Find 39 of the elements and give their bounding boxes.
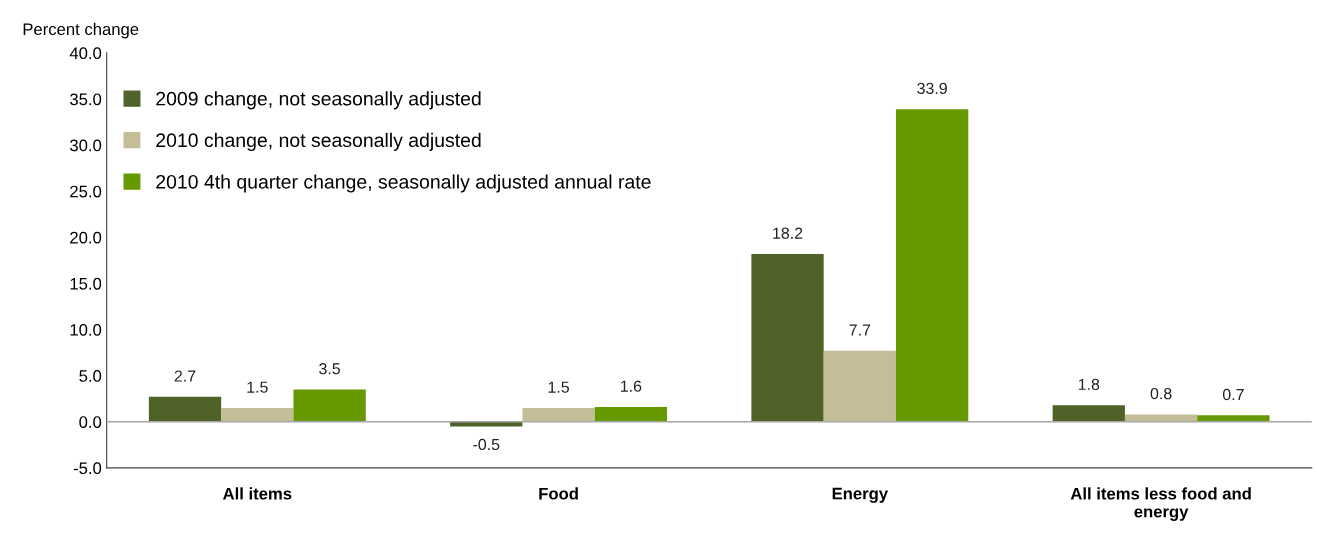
x-tick-label: All items <box>222 487 292 500</box>
y-axis-title: Percent change <box>23 22 139 39</box>
legend-label: 2010 4th quarter change, seasonally adjusted annual rate <box>156 174 651 193</box>
y-tick-label: 0.0 <box>79 416 102 428</box>
y-tick-label: 5.0 <box>79 370 102 382</box>
bar <box>751 253 824 422</box>
data-label: 7.7 <box>849 324 871 336</box>
x-tick-label: Food <box>539 487 578 500</box>
data-label: 33.9 <box>917 82 947 95</box>
bar <box>148 396 222 422</box>
data-label: 1.5 <box>548 381 570 393</box>
data-label: 0.7 <box>1222 388 1244 401</box>
data-label: 1.5 <box>247 381 268 393</box>
data-label: 1.6 <box>620 380 642 392</box>
y-tick-label: 10.0 <box>70 323 102 336</box>
legend-label: 2010 change, not seasonally adjusted <box>156 132 481 151</box>
y-tick-label: 25.0 <box>70 185 102 198</box>
data-label: -0.5 <box>473 438 500 451</box>
x-tick-label: Energy <box>832 487 888 503</box>
y-tick-label: -5.0 <box>73 462 102 475</box>
data-label: 0.8 <box>1150 387 1172 400</box>
legend-label: 2009 change, not seasonally adjusted <box>156 91 481 110</box>
y-tick-label: 35.0 <box>70 93 102 106</box>
y-tick-label: 30.0 <box>70 139 102 152</box>
bar <box>293 389 366 422</box>
y-tick-label: 20.0 <box>70 231 102 244</box>
bar <box>221 407 294 422</box>
bar <box>823 350 896 422</box>
bar <box>895 109 969 422</box>
bar <box>1052 405 1125 422</box>
bar <box>594 407 668 422</box>
x-tick-label: All items less food and energy <box>1070 487 1251 521</box>
data-label: 2.7 <box>174 370 196 382</box>
data-label: 3.5 <box>319 363 341 375</box>
data-label: 1.8 <box>1078 378 1100 391</box>
y-tick-label: 15.0 <box>70 277 102 290</box>
data-label: 18.2 <box>773 227 803 239</box>
y-tick-label: 40.0 <box>69 47 102 60</box>
bar <box>522 407 595 422</box>
